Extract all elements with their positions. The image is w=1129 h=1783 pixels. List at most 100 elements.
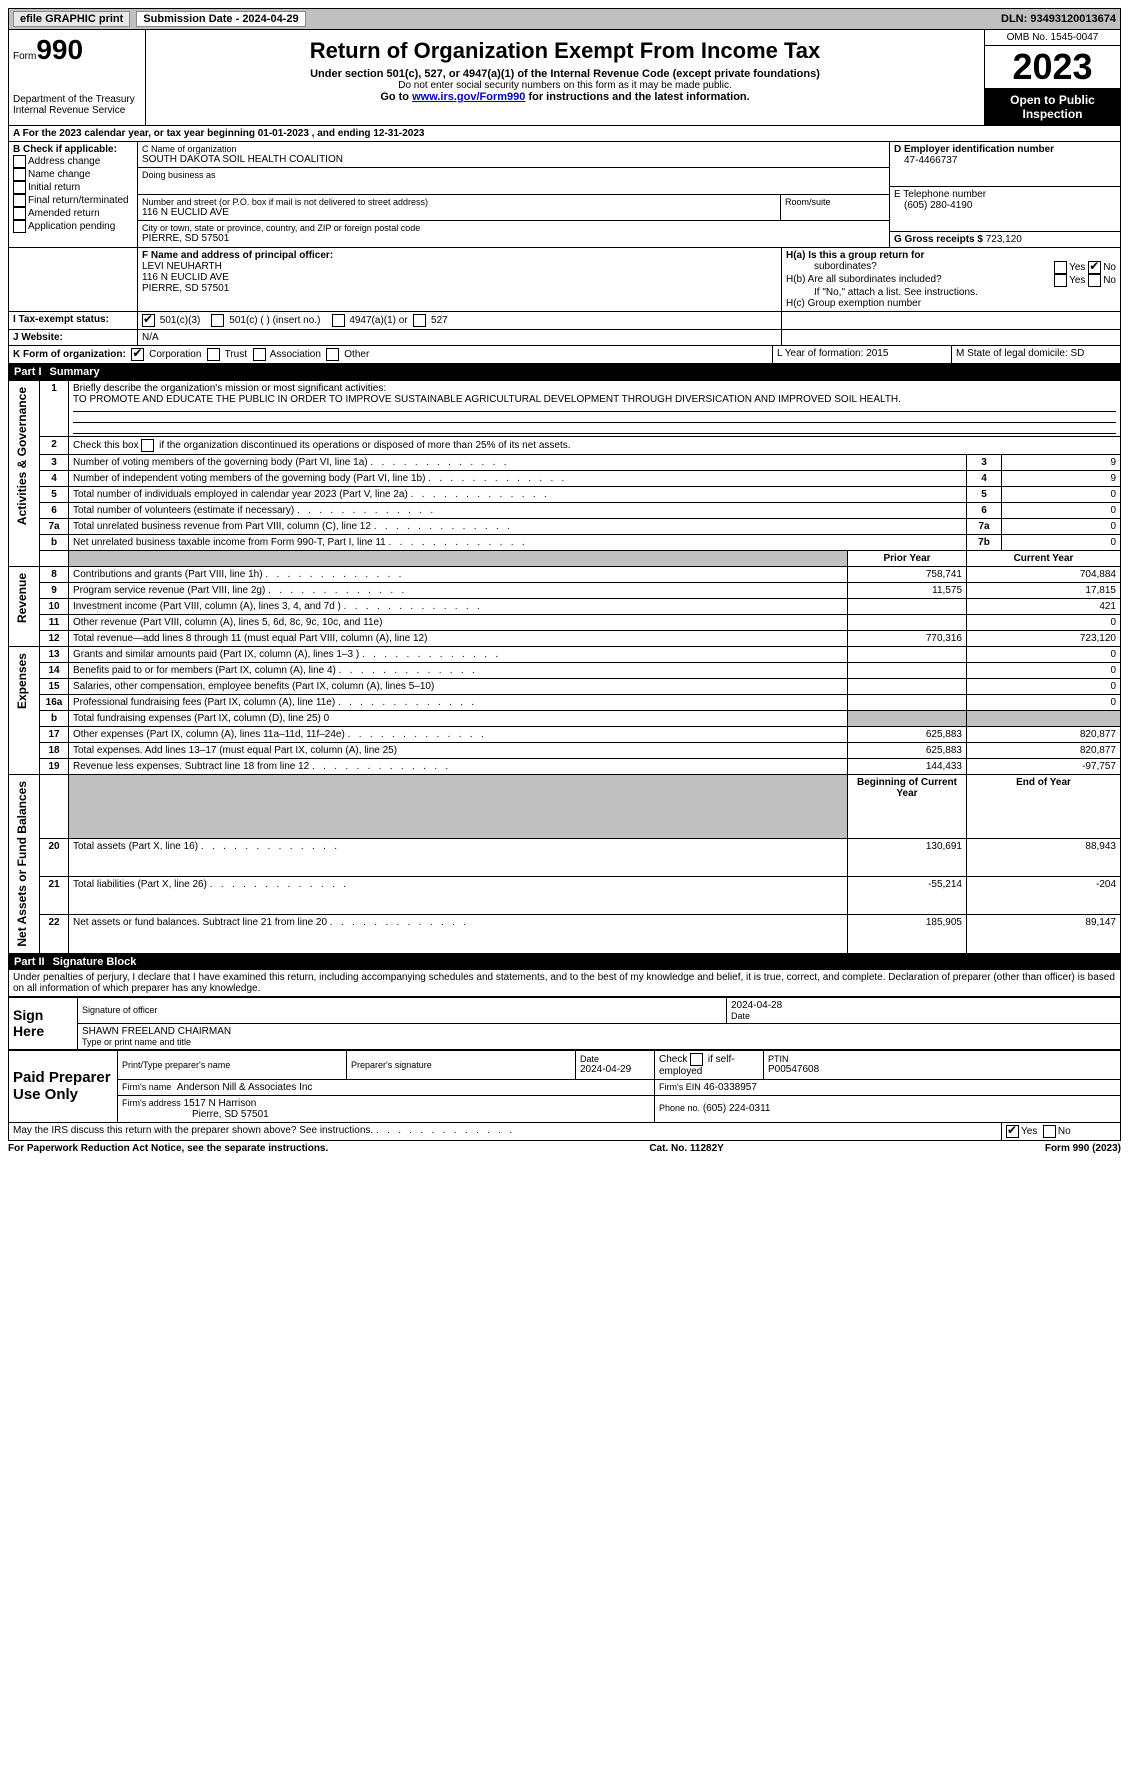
r5-t: Total number of individuals employed in … [73, 489, 408, 500]
r10-c: 421 [967, 599, 1121, 615]
footer-mid: Cat. No. 11282Y [649, 1143, 723, 1154]
page-footer: For Paperwork Reduction Act Notice, see … [8, 1141, 1121, 1156]
r5-box: 5 [967, 487, 1002, 503]
part2-number: Part II [14, 956, 53, 968]
declaration: Under penalties of perjury, I declare th… [8, 970, 1121, 997]
paid-preparer-label: Paid Preparer Use Only [9, 1050, 118, 1122]
cb-assoc[interactable] [253, 348, 266, 361]
section-activities: Activities & Governance [13, 383, 31, 529]
r10-p [848, 599, 967, 615]
line1-text: TO PROMOTE AND EDUCATE THE PUBLIC IN ORD… [73, 394, 901, 405]
section-expenses: Expenses [13, 649, 31, 713]
box-f-label: F Name and address of principal officer: [142, 250, 777, 261]
part1-header: Part I Summary [8, 364, 1121, 380]
firm-name-label: Firm's name [122, 1082, 171, 1092]
lbl-trust: Trust [225, 349, 247, 360]
cb-4947[interactable] [332, 314, 345, 327]
col-current: Current Year [967, 551, 1121, 567]
cb-corp[interactable] [131, 348, 144, 361]
cb-hb-yes[interactable] [1054, 274, 1067, 287]
box-k-label: K Form of organization: [13, 349, 126, 360]
website: N/A [138, 330, 782, 345]
footer-left: For Paperwork Reduction Act Notice, see … [8, 1143, 328, 1154]
cb-app-pending[interactable] [13, 220, 26, 233]
r21-c: -204 [967, 877, 1121, 915]
r9-c: 17,815 [967, 583, 1121, 599]
r4-v: 9 [1002, 471, 1121, 487]
r6-v: 0 [1002, 503, 1121, 519]
cb-initial-return[interactable] [13, 181, 26, 194]
officer-name: LEVI NEUHARTH [142, 261, 777, 272]
hb-label: H(b) Are all subordinates included? [786, 274, 942, 287]
r15-p [848, 679, 967, 695]
efile-print-button[interactable]: efile GRAPHIC print [13, 11, 130, 27]
section-revenue: Revenue [13, 569, 31, 627]
cb-discuss-no[interactable] [1043, 1125, 1056, 1138]
goto-suffix: for instructions and the latest informat… [525, 91, 749, 103]
r22-p: 185,905 [848, 915, 967, 953]
sig-date: 2024-04-28 [731, 1000, 1116, 1011]
prep-date-label: Date [580, 1054, 650, 1064]
line2b: if the organization discontinued its ope… [156, 440, 570, 451]
phone: (605) 280-4190 [894, 200, 1116, 211]
firm-phone: (605) 224-0311 [703, 1103, 771, 1114]
lbl-address-change: Address change [28, 156, 100, 167]
officer-print-name: SHAWN FREELAND CHAIRMAN [82, 1026, 1116, 1037]
cb-hb-no[interactable] [1088, 274, 1101, 287]
r8-p: 758,741 [848, 567, 967, 583]
r15-n: 15 [40, 679, 69, 695]
box-i-label: I Tax-exempt status: [9, 312, 138, 329]
r4-t: Number of independent voting members of … [73, 473, 425, 484]
lbl-app-pending: Application pending [28, 221, 115, 232]
cb-trust[interactable] [207, 348, 220, 361]
r12-c: 723,120 [967, 631, 1121, 647]
cb-ha-yes[interactable] [1054, 261, 1067, 274]
r11-n: 11 [40, 615, 69, 631]
r19-n: 19 [40, 759, 69, 775]
sign-block: Sign Here Signature of officer 2024-04-2… [8, 997, 1121, 1050]
col-prior: Prior Year [848, 551, 967, 567]
lbl-4947: 4947(a)(1) or [349, 315, 407, 326]
cb-name-change[interactable] [13, 168, 26, 181]
cb-discontinued[interactable] [141, 439, 154, 452]
irs-link[interactable]: www.irs.gov/Form990 [412, 91, 525, 103]
r12-t: Total revenue—add lines 8 through 11 (mu… [73, 633, 427, 644]
r16a-p [848, 695, 967, 711]
lbl-corp: Corporation [149, 349, 201, 360]
r7a-n: 7a [40, 519, 69, 535]
r19-t: Revenue less expenses. Subtract line 18 … [73, 761, 309, 772]
r4-box: 4 [967, 471, 1002, 487]
col-end: End of Year [967, 775, 1121, 839]
cb-ha-no[interactable] [1088, 261, 1101, 274]
cb-501c3[interactable] [142, 314, 155, 327]
r10-n: 10 [40, 599, 69, 615]
cb-other[interactable] [326, 348, 339, 361]
firm-ein-label: Firm's EIN [659, 1082, 701, 1092]
cb-address-change[interactable] [13, 155, 26, 168]
summary-table: Activities & Governance 1 Briefly descri… [8, 380, 1121, 954]
street-label: Number and street (or P.O. box if mail i… [142, 197, 776, 207]
r17-c: 820,877 [967, 727, 1121, 743]
r9-t: Program service revenue (Part VIII, line… [73, 585, 265, 596]
r15-c: 0 [967, 679, 1121, 695]
tax-year: 2023 [985, 46, 1120, 89]
cb-amended[interactable] [13, 207, 26, 220]
cb-527[interactable] [413, 314, 426, 327]
prep-date: 2024-04-29 [580, 1064, 650, 1075]
cb-501c[interactable] [211, 314, 224, 327]
firm-phone-label: Phone no. [659, 1103, 700, 1113]
cb-final-return[interactable] [13, 194, 26, 207]
sig-date-label: Date [731, 1011, 1116, 1021]
r3-v: 9 [1002, 455, 1121, 471]
room-label: Room/suite [781, 195, 889, 220]
box-e-label: E Telephone number [894, 189, 1116, 200]
r11-c: 0 [967, 615, 1121, 631]
r17-t: Other expenses (Part IX, column (A), lin… [73, 729, 345, 740]
cb-self-employed[interactable] [690, 1053, 703, 1066]
lbl-initial-return: Initial return [28, 182, 80, 193]
lbl-amended: Amended return [28, 208, 100, 219]
sig-officer-label: Signature of officer [82, 1005, 722, 1015]
r3-box: 3 [967, 455, 1002, 471]
cb-discuss-yes[interactable] [1006, 1125, 1019, 1138]
r20-t: Total assets (Part X, line 16) [73, 841, 198, 852]
